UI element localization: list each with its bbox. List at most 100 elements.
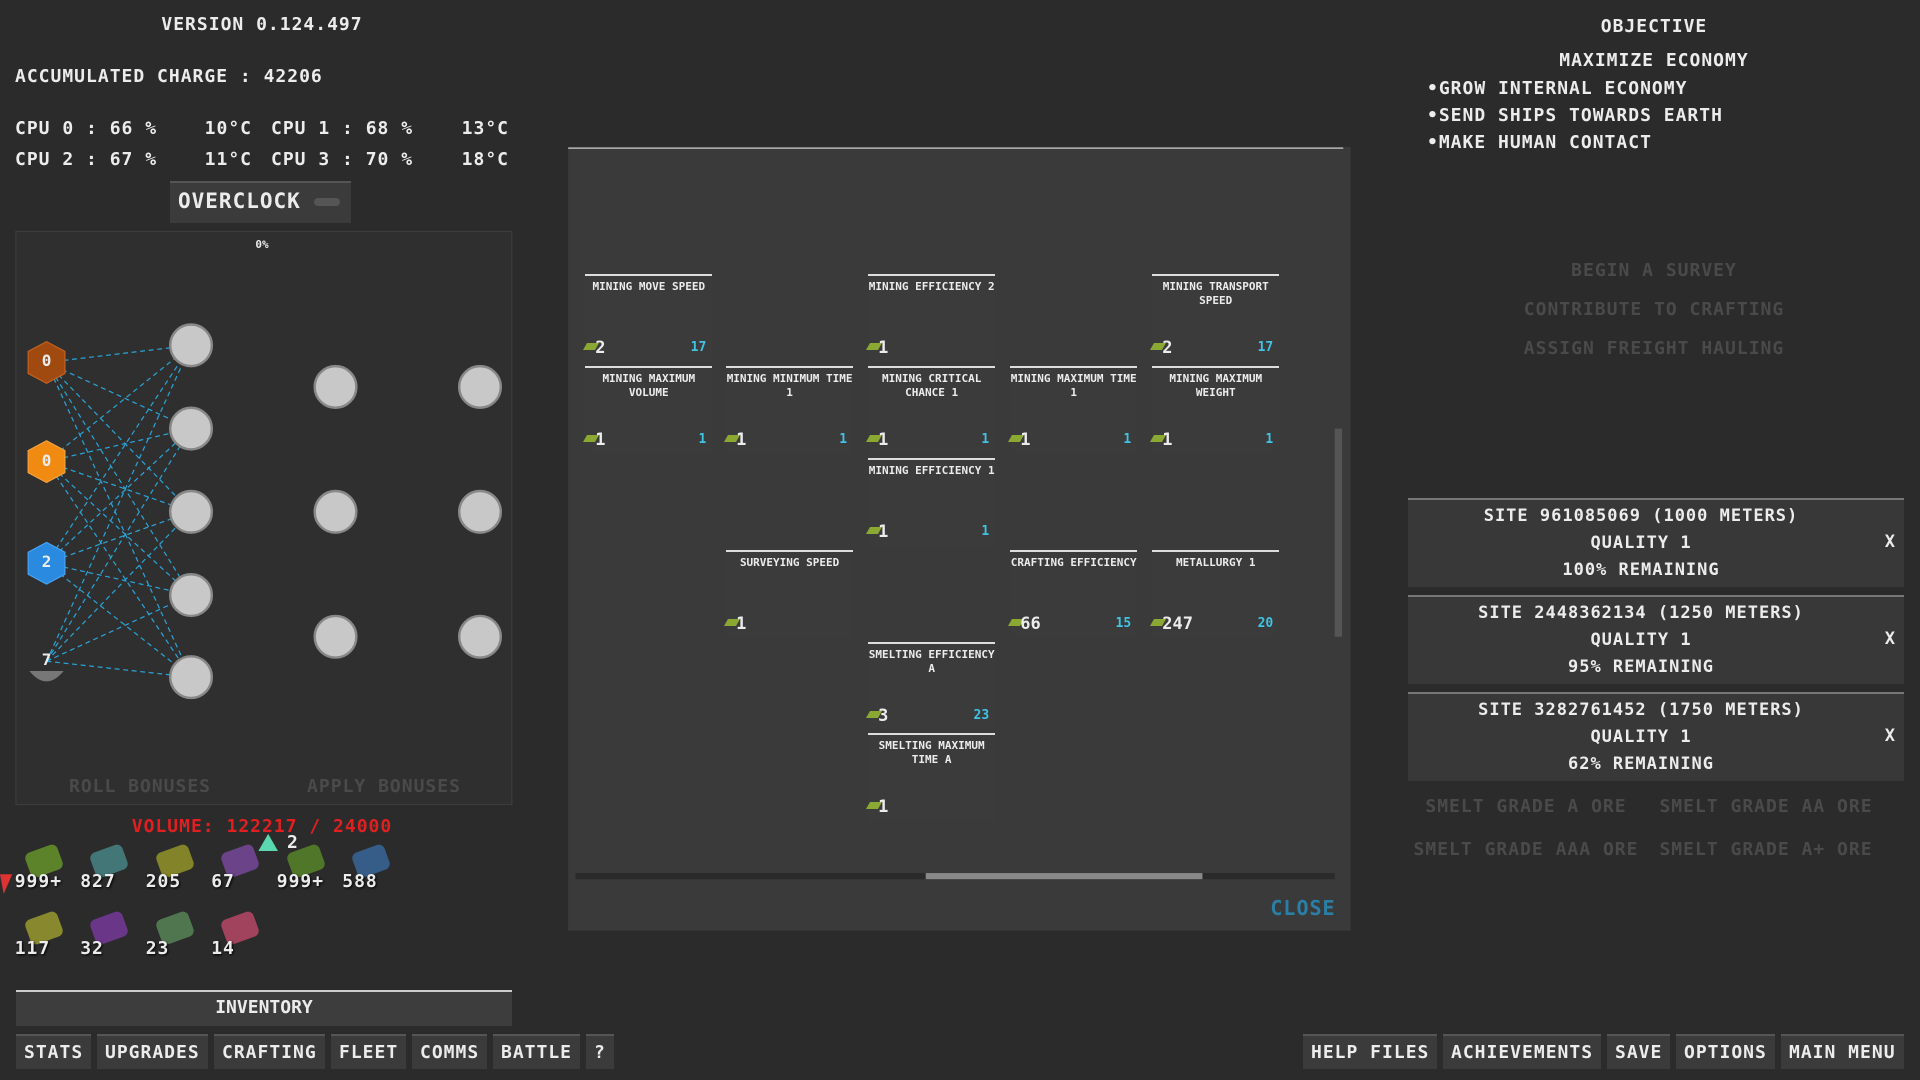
overclock-toggle[interactable]: OVERCLOCK <box>170 181 351 223</box>
upgrade-name: MINING MAXIMUM VOLUME <box>602 372 696 400</box>
upgrade-node[interactable]: SMELTING MAXIMUM TIME A 1 <box>866 733 996 822</box>
upgrade-node[interactable]: CRAFTING EFFICIENCY 66 15 <box>1008 549 1138 638</box>
item-count: 14 <box>211 937 235 959</box>
upgrade-max: 1 <box>698 432 707 448</box>
nav-button[interactable]: BATTLE <box>493 1034 581 1069</box>
upgrade-node[interactable]: MINING MAXIMUM VOLUME 1 1 <box>583 366 713 455</box>
upgrade-node[interactable]: MINING EFFICIENCY 1 1 1 <box>866 457 996 546</box>
smelt-button[interactable]: SMELT GRADE AAA ORE <box>1413 838 1639 860</box>
site-remaining: 95% REMAINING <box>1567 657 1715 677</box>
roll-bonuses[interactable]: ROLL BONUSES <box>68 776 212 797</box>
upgrade-max: 20 <box>1257 615 1274 631</box>
upgrade-name: MINING TRANSPORT SPEED <box>1162 280 1269 308</box>
input-node-label: 7 <box>41 650 52 670</box>
site-card[interactable]: SITE 961085069 (1000 METERS) QUALITY 1 100… <box>1408 498 1904 587</box>
site-close[interactable]: X <box>1884 532 1896 552</box>
upgrade-max: 17 <box>690 340 707 356</box>
site-close[interactable]: X <box>1884 629 1896 649</box>
item-count: 67 <box>211 870 235 892</box>
cpu-temp: 13°C <box>461 118 509 139</box>
upgrade-node[interactable]: MINING EFFICIENCY 2 1 <box>866 274 996 363</box>
objective-item: •SEND SHIPS TOWARDS EARTH <box>1427 105 1723 126</box>
upgrade-node[interactable]: METALLURGY 1 247 20 <box>1150 549 1280 638</box>
upgrade-node[interactable]: MINING MAXIMUM WEIGHT 1 1 <box>1150 366 1280 455</box>
smelt-button[interactable]: SMELT GRADE A ORE <box>1425 795 1627 817</box>
site-name: SITE 3282761452 (1750 METERS) <box>1478 700 1804 720</box>
upgrade-node[interactable]: MINING TRANSPORT SPEED 2 17 <box>1150 274 1280 363</box>
apply-bonuses[interactable]: APPLY BONUSES <box>307 776 461 797</box>
objective-goal: MAXIMIZE ECONOMY <box>1559 50 1749 71</box>
upgrade-level: 1 <box>736 613 747 634</box>
upgrade-level: 66 <box>1020 613 1041 634</box>
nav-button[interactable]: HELP FILES <box>1303 1034 1438 1069</box>
upgrade-name: METALLURGY 1 <box>1175 555 1256 569</box>
upgrade-level: 1 <box>595 430 606 451</box>
upgrade-name: MINING MAXIMUM TIME 1 <box>1010 372 1137 400</box>
upgrade-name: MINING MAXIMUM WEIGHT <box>1169 372 1263 400</box>
pending-count: 2 <box>287 832 299 853</box>
item-count: 588 <box>342 870 378 892</box>
upgrade-level: 1 <box>1162 430 1173 451</box>
close-button[interactable]: CLOSE <box>1270 896 1336 920</box>
neural-percent: 0% <box>255 238 269 251</box>
nav-button[interactable]: SAVE <box>1607 1034 1671 1069</box>
nav-button[interactable]: COMMS <box>412 1034 488 1069</box>
version: VERSION 0.124.497 <box>161 14 363 35</box>
upgrade-max: 1 <box>1123 432 1132 448</box>
site-remaining: 100% REMAINING <box>1562 560 1720 580</box>
upgrade-node[interactable]: MINING MINIMUM TIME 1 1 1 <box>724 366 854 455</box>
overclock-label: OVERCLOCK <box>178 189 301 213</box>
upgrade-name: SURVEYING SPEED <box>739 555 840 569</box>
item-count: 205 <box>145 870 182 892</box>
cpu-temp: 18°C <box>461 149 509 170</box>
nav-button[interactable]: UPGRADES <box>97 1034 208 1069</box>
site-quality: QUALITY 1 <box>1590 727 1692 747</box>
cpu-label: CPU 1 : 68 % <box>271 118 414 139</box>
site-close[interactable]: X <box>1884 726 1896 746</box>
item-count: 999+ <box>14 870 63 892</box>
upgrade-node[interactable]: MINING CRITICAL CHANCE 1 1 1 <box>866 366 996 455</box>
upgrade-node[interactable]: SURVEYING SPEED 1 <box>724 549 854 638</box>
nav-button[interactable]: ? <box>586 1034 614 1069</box>
upgrade-max: 1 <box>981 523 990 539</box>
site-card[interactable]: SITE 2448362134 (1250 METERS) QUALITY 1 95… <box>1408 595 1904 684</box>
upgrade-node[interactable]: SMELTING EFFICIENCY A 3 23 <box>866 641 996 730</box>
item-count: 999+ <box>276 870 325 892</box>
objective-item: •MAKE HUMAN CONTACT <box>1427 132 1652 153</box>
smelt-button[interactable]: SMELT GRADE A+ ORE <box>1659 838 1873 860</box>
upgrade-level: 247 <box>1162 613 1193 634</box>
smelt-button[interactable]: SMELT GRADE AA ORE <box>1659 795 1873 817</box>
input-node-label: 0 <box>41 351 52 371</box>
upgrade-level: 1 <box>1020 430 1031 451</box>
input-node-label: 0 <box>41 450 52 470</box>
site-quality: QUALITY 1 <box>1590 630 1692 650</box>
objective-item: •GROW INTERNAL ECONOMY <box>1427 78 1688 99</box>
item-count: 827 <box>80 870 116 892</box>
upgrade-name: MINING MINIMUM TIME 1 <box>726 372 853 400</box>
cpu-temp: 10°C <box>204 118 252 139</box>
action-button[interactable]: ASSIGN FREIGHT HAULING <box>1523 338 1785 359</box>
objective-title: OBJECTIVE <box>1600 16 1708 37</box>
upgrade-level: 2 <box>595 338 606 359</box>
inventory-bar[interactable]: INVENTORY <box>16 990 512 1026</box>
site-card[interactable]: SITE 3282761452 (1750 METERS) QUALITY 1 62… <box>1408 692 1904 781</box>
nav-button[interactable]: MAIN MENU <box>1781 1034 1904 1069</box>
cpu-temp: 11°C <box>204 149 252 170</box>
upgrade-max: 1 <box>981 432 990 448</box>
input-node-label: 2 <box>41 552 52 572</box>
nav-button[interactable]: CRAFTING <box>214 1034 325 1069</box>
upgrade-node[interactable]: MINING MAXIMUM TIME 1 1 1 <box>1008 366 1138 455</box>
action-button[interactable]: CONTRIBUTE TO CRAFTING <box>1523 299 1785 320</box>
nav-button[interactable]: FLEET <box>331 1034 407 1069</box>
nav-button[interactable]: OPTIONS <box>1676 1034 1775 1069</box>
inventory-title: INVENTORY <box>215 997 313 1018</box>
action-button[interactable]: BEGIN A SURVEY <box>1571 260 1737 281</box>
nav-button[interactable]: ACHIEVEMENTS <box>1443 1034 1602 1069</box>
site-remaining: 62% REMAINING <box>1567 754 1715 774</box>
upgrade-name: SMELTING MAXIMUM TIME A <box>878 739 985 767</box>
item-count: 32 <box>80 937 104 959</box>
upgrade-name: CRAFTING EFFICIENCY <box>1010 555 1137 569</box>
upgrade-node[interactable]: MINING MOVE SPEED 2 17 <box>583 274 713 363</box>
upgrade-name: MINING EFFICIENCY 1 <box>868 463 995 477</box>
nav-button[interactable]: STATS <box>16 1034 92 1069</box>
